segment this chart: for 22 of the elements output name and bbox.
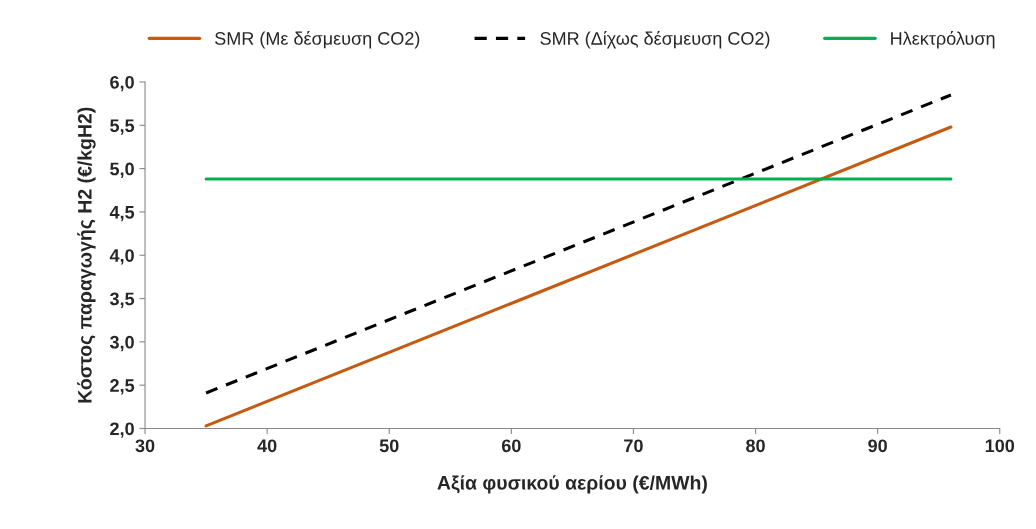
x-tick-label: 70 — [624, 439, 643, 453]
x-tick-label: 50 — [379, 439, 399, 453]
y-tick-label: 4,5 — [109, 206, 135, 222]
y-axis-title: Κόστος παραγωγής H2 (€/kgH2) — [77, 107, 96, 403]
x-tick-label: 40 — [257, 439, 277, 453]
y-tick-label: 3,5 — [109, 292, 135, 308]
x-tick-label: 100 — [985, 439, 1015, 453]
y-tick-label: 5,5 — [110, 119, 135, 135]
legend-label: SMR (Δίχως δέσμευση CO2) — [540, 31, 770, 49]
y-tick-label: 2,0 — [110, 422, 134, 438]
y-tick-label: 6,0 — [110, 75, 134, 92]
legend-label: Ηλεκτρόλυση — [891, 31, 995, 49]
legend-label: SMR (Με δέσμευση CO2) — [215, 31, 420, 49]
y-tick-label: 2,5 — [110, 379, 135, 395]
x-tick-label: 60 — [501, 439, 521, 453]
y-tick-label: 3,0 — [109, 335, 134, 352]
x-tick-label: 90 — [868, 439, 887, 453]
x-tick-label: 80 — [746, 439, 765, 453]
x-axis-title: Αξία φυσικού αερίου (€/MWh) — [437, 475, 707, 494]
y-tick-label: 5,0 — [110, 162, 134, 178]
y-tick-label: 4,0 — [109, 249, 134, 265]
x-tick-label: 30 — [135, 439, 155, 453]
